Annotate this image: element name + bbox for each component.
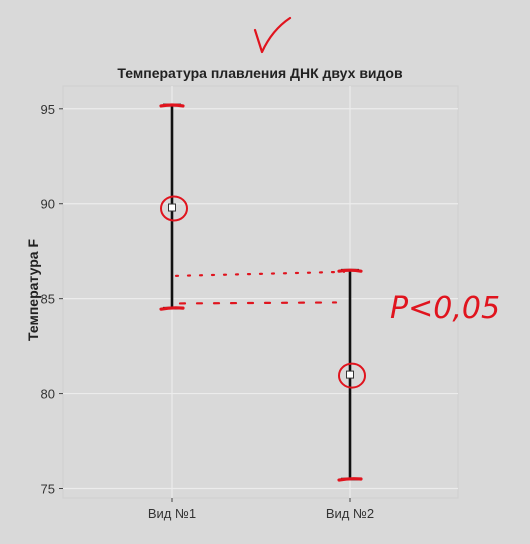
red-cap-mark: [337, 268, 363, 273]
y-axis: 75 80 85 90 95: [41, 102, 63, 497]
y-tick-label: 95: [41, 102, 55, 117]
y-tick-label: 75: [41, 482, 55, 497]
chart-title: Температура плавления ДНК двух видов: [117, 65, 403, 81]
handwritten-annotations: [159, 16, 366, 482]
x-tick-label: Вид №2: [326, 506, 374, 521]
red-cap-mark: [159, 103, 185, 108]
red-dashed-line: [178, 301, 338, 305]
y-tick-label: 85: [41, 292, 55, 307]
red-cap-mark: [159, 306, 185, 311]
plot-panel: [62, 85, 459, 499]
p-value-annotation: P<0,05: [390, 291, 500, 326]
red-cap-mark: [337, 477, 363, 482]
red-dotted-line: [174, 270, 346, 277]
red-mean-circle: [160, 195, 188, 222]
red-checkmark: [253, 16, 292, 54]
mean-point: [168, 203, 176, 212]
y-tick-label: 90: [41, 197, 55, 212]
red-mean-circle: [338, 362, 366, 389]
error-bars: [163, 103, 359, 481]
x-tick-label: Вид №1: [148, 506, 196, 521]
mean-point: [346, 370, 354, 379]
y-axis-label: Температура F: [25, 239, 41, 341]
y-tick-label: 80: [41, 387, 55, 402]
x-axis: Вид №1 Вид №2: [148, 498, 374, 521]
